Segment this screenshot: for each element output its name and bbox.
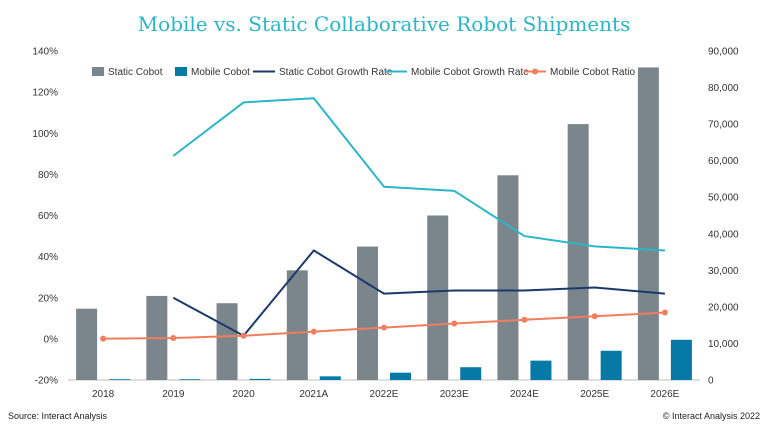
- mobile-cobot-bar: [460, 367, 482, 380]
- y-left-tick-label: 0%: [44, 334, 59, 345]
- static-cobot-bar: [286, 270, 308, 380]
- y-left-tick-label: 20%: [38, 293, 58, 304]
- x-tick-label: 2020: [232, 389, 255, 400]
- x-tick-label: 2025E: [580, 389, 609, 400]
- bars-group: [76, 67, 692, 380]
- x-tick-label: 2021A: [299, 389, 328, 400]
- y-right-tick-label: 90,000: [708, 47, 739, 58]
- static-cobot-growth-rate-line: [172, 249, 665, 337]
- y-right-tick-label: 70,000: [708, 120, 739, 131]
- legend-label-static-cobot-growth-rate: Static Cobot Growth Rate: [279, 67, 393, 78]
- legend-label-mobile-cobot-growth-rate: Mobile Cobot Growth Rate: [411, 67, 529, 78]
- legend-group: Static Cobot Mobile Cobot Static Cobot Gro…: [92, 67, 635, 78]
- x-tick-label: 2019: [162, 389, 185, 400]
- static-cobot-bar: [637, 67, 659, 380]
- legend-label-mobile-cobot-ratio: Mobile Cobot Ratio: [550, 67, 635, 78]
- lines-group: [100, 97, 668, 342]
- y-left-tick-label: -20%: [35, 376, 58, 387]
- static-cobot-bar: [427, 215, 449, 380]
- chart-title: Mobile vs. Static Collaborative Robot Sh…: [137, 12, 631, 36]
- mobile-cobot-ratio-point: [381, 324, 387, 331]
- mobile-cobot-growth-rate-line: [172, 97, 665, 252]
- y-right-tick-label: 80,000: [708, 83, 739, 94]
- mobile-cobot-ratio-point: [310, 328, 317, 335]
- mobile-cobot-bar: [319, 376, 341, 380]
- legend-swatch-mobile-cobot: [175, 67, 187, 76]
- x-tick-label: 2023E: [440, 389, 469, 400]
- y-left-tick-label: 120%: [32, 88, 58, 99]
- static-cobot-bar: [357, 246, 378, 380]
- y-right-tick-label: 40,000: [708, 229, 739, 240]
- static-cobot-bar: [216, 303, 238, 380]
- legend-label-static-cobot: Static Cobot: [108, 67, 163, 78]
- x-tick-label: 2018: [92, 389, 115, 400]
- static-cobot-bar: [497, 175, 519, 380]
- mobile-cobot-ratio-point: [661, 309, 668, 316]
- mobile-cobot-bar: [179, 379, 201, 380]
- mobile-cobot-ratio-point: [100, 335, 107, 342]
- y-right-tick-label: 20,000: [708, 302, 739, 313]
- mobile-cobot-bar: [390, 372, 411, 380]
- y-left-tick-label: 140%: [32, 47, 58, 58]
- x-tick-label: 2026E: [650, 389, 679, 400]
- mobile-cobot-ratio-point: [451, 320, 458, 327]
- y-right-tick-label: 0: [708, 376, 714, 387]
- mobile-cobot-ratio-point: [521, 316, 528, 323]
- y-left-tick-label: 40%: [38, 252, 58, 263]
- legend-label-mobile-cobot: Mobile Cobot: [191, 67, 250, 78]
- static-cobot-bar: [76, 308, 98, 380]
- source-note: Source: Interact Analysis: [8, 411, 108, 421]
- static-cobot-bar: [567, 124, 589, 380]
- y-right-tick-label: 10,000: [708, 339, 739, 350]
- mobile-cobot-bar: [670, 339, 692, 380]
- y-left-tick-label: 60%: [38, 211, 58, 222]
- legend-marker-mobile-cobot-ratio: [532, 68, 538, 75]
- mobile-cobot-bar: [600, 350, 622, 380]
- x-tick-label: 2024E: [510, 389, 539, 400]
- legend-swatch-static-cobot: [92, 67, 104, 76]
- mobile-cobot-ratio-point: [170, 335, 177, 342]
- y-right-tick-label: 30,000: [708, 266, 739, 277]
- axes-group: -20% 0% 20% 40% 60% 80% 100% 120% 140% 0 10,000 20,…: [32, 47, 739, 401]
- mobile-cobot-bar: [249, 378, 271, 380]
- mobile-cobot-ratio-point: [240, 332, 247, 339]
- y-left-tick-label: 80%: [38, 170, 58, 181]
- x-tick-label: 2022E: [370, 389, 399, 400]
- mobile-cobot-ratio-point: [591, 313, 598, 320]
- copyright-note: © Interact Analysis 2022: [662, 411, 760, 421]
- mobile-cobot-bar: [109, 379, 131, 380]
- y-right-tick-label: 60,000: [708, 156, 739, 167]
- mobile-cobot-bar: [530, 360, 552, 380]
- y-left-tick-label: 100%: [32, 129, 58, 140]
- y-right-tick-label: 50,000: [708, 193, 739, 204]
